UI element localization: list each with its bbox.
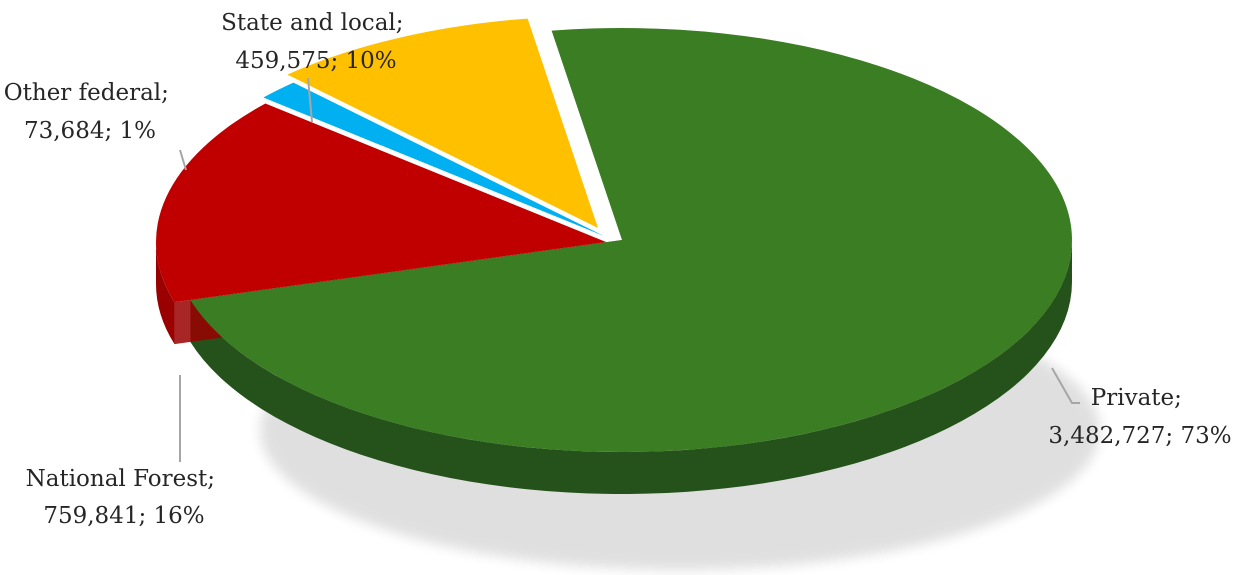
data-label-national-forest: National Forest; 759,841; 16% [26,466,223,529]
pie-slice-national-forest [156,103,606,303]
data-label-national-forest-name: National Forest; [26,466,215,492]
data-label-national-forest-detail: 759,841; 16% [43,503,204,529]
data-label-private-detail: 3,482,727; 73% [1048,423,1231,449]
pie-slice-side-national-forest [156,242,175,345]
pie-slice-side-private [190,240,1072,494]
pie-slice-other-federal [263,82,604,236]
data-label-other-federal-detail: 73,684; 1% [24,118,156,144]
leader-line-private [1051,367,1080,404]
leader-line-other-federal [179,149,187,171]
data-label-private: Private; 3,482,727; 73% [1048,385,1231,449]
data-label-private-name: Private; [1091,385,1182,411]
leader-line-state-and-local [307,77,313,123]
data-label-other-federal: Other federal; 73,684; 1% [4,80,176,144]
data-label-state-and-local-detail: 459,575; 10% [235,48,396,74]
data-label-other-federal-name: Other federal; [4,80,169,106]
data-label-state-and-local-name: State and local; [221,10,403,36]
pie-slice-state-and-local [287,18,598,228]
pie-tops [156,18,1072,453]
pie-slice-private [190,28,1072,453]
data-label-state-and-local: State and local; 459,575; 10% [221,10,411,74]
